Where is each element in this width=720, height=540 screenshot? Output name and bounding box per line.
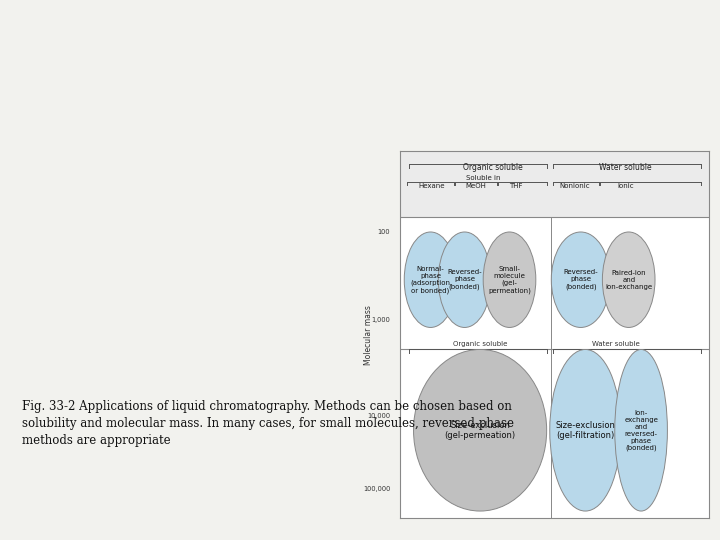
Text: Small-
molecule
(gel-
permeation): Small- molecule (gel- permeation) [488, 266, 531, 294]
Ellipse shape [413, 349, 546, 511]
Text: Molecular mass: Molecular mass [364, 305, 373, 364]
Text: Reversed-
phase
(bonded): Reversed- phase (bonded) [564, 269, 598, 290]
Text: 1,000: 1,000 [372, 317, 390, 323]
Ellipse shape [483, 232, 536, 327]
Text: 100,000: 100,000 [363, 486, 390, 492]
Text: Paired-ion
and
ion-exchange: Paired-ion and ion-exchange [605, 269, 652, 290]
Bar [400, 151, 709, 217]
Text: Nonionic: Nonionic [559, 183, 590, 189]
Text: Organic soluble: Organic soluble [453, 341, 508, 347]
Ellipse shape [615, 349, 667, 511]
Text: Fig. 33-2 Applications of liquid chromatography. Methods can be chosen based on
: Fig. 33-2 Applications of liquid chromat… [22, 400, 513, 447]
Text: Hexane: Hexane [419, 183, 446, 189]
Ellipse shape [552, 232, 610, 327]
Text: Reversed-
phase
(bonded): Reversed- phase (bonded) [447, 269, 482, 290]
Ellipse shape [603, 232, 655, 327]
Text: Water soluble: Water soluble [599, 163, 652, 172]
Text: Ion-
exchange
and
reversed-
phase
(bonded): Ion- exchange and reversed- phase (bonde… [624, 409, 658, 451]
Text: THF: THF [509, 183, 523, 189]
Text: Water soluble: Water soluble [593, 341, 640, 347]
Text: 10,000: 10,000 [367, 413, 390, 418]
Text: Normal-
phase
(adsorption
or bonded): Normal- phase (adsorption or bonded) [410, 266, 451, 294]
Text: Ionic: Ionic [617, 183, 634, 189]
Ellipse shape [550, 349, 621, 511]
Text: Soluble in: Soluble in [466, 175, 500, 181]
Text: MeOH: MeOH [465, 183, 486, 189]
Text: Size-exclusion
(gel-filtration): Size-exclusion (gel-filtration) [555, 421, 616, 440]
Text: 100: 100 [378, 229, 390, 235]
Text: Organic soluble: Organic soluble [463, 163, 522, 172]
Text: Size-exclusion
(gel-permeation): Size-exclusion (gel-permeation) [444, 421, 516, 440]
Ellipse shape [404, 232, 457, 327]
Ellipse shape [438, 232, 491, 327]
